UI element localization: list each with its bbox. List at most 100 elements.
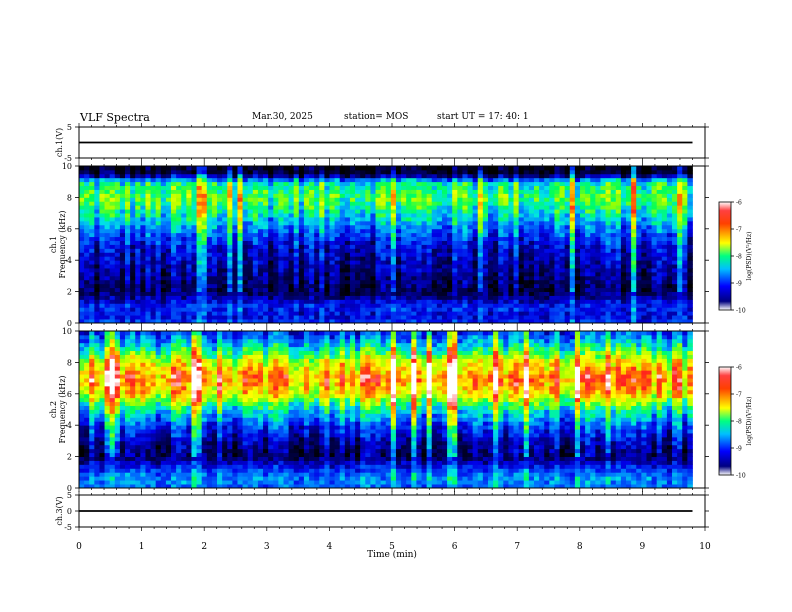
ch1-spectrogram-cell: [554, 256, 560, 261]
ch1-spectrogram-cell: [370, 291, 376, 296]
ch1-spectrogram-cell: [201, 291, 208, 296]
ch1-spectrogram-cell: [171, 169, 177, 175]
ch1-spectrogram-cell: [503, 271, 509, 277]
ch1-spectrogram-cell: [487, 264, 494, 269]
ch1-spectrogram-cell: [314, 228, 320, 234]
ch1-spectrogram-cell: [206, 240, 213, 245]
ch1-spectrogram-cell: [554, 248, 560, 253]
ch1-spectrogram-cell: [222, 283, 228, 289]
ch1-spectrogram-cell: [493, 299, 499, 304]
ch1-spectrogram-cell: [84, 315, 90, 320]
ch1-spectrogram-cell: [401, 173, 407, 179]
ch1-spectrogram-cell: [237, 279, 243, 285]
ch1-spectrogram-cell: [283, 228, 289, 234]
ch1-spectrogram-cell: [605, 240, 612, 245]
ch1-spectrogram-cell: [605, 213, 612, 218]
ch1-spectrogram-cell: [150, 256, 157, 261]
ch1-spectrogram-cell: [181, 287, 187, 293]
ch1-spectrogram-cell: [293, 295, 300, 300]
ch1-spectrogram-cell: [421, 307, 428, 312]
ch1-spectrogram-cell: [600, 197, 606, 202]
ch1-spectrogram-cell: [585, 201, 591, 206]
ch1-spectrogram-cell: [462, 319, 468, 324]
ch1-spectrogram-cell: [155, 189, 162, 194]
ch1-spectrogram-cell: [104, 205, 111, 210]
ch1-spectrogram-cell: [288, 260, 295, 265]
ch1-spectrogram-cell: [247, 252, 254, 257]
ch1-spectrogram-cell: [227, 205, 233, 210]
ch1-spectrogram-cell: [104, 181, 111, 187]
ch1-spectrogram-cell: [595, 228, 601, 234]
ch1-spectrogram-cell: [130, 236, 136, 241]
ch1-spectrogram-cell: [288, 232, 295, 238]
ch1-spectrogram-cell: [498, 217, 504, 222]
ch1-spectrogram-cell: [196, 169, 203, 175]
ch1-spectrogram-cell: [487, 189, 494, 194]
ch1-spectrogram-cell: [636, 189, 642, 194]
ch1-spectrogram-cell: [549, 220, 555, 226]
ch1-spectrogram-cell: [191, 315, 197, 320]
ch1-spectrogram-cell: [462, 271, 468, 277]
ch1-spectrogram-cell: [140, 181, 146, 187]
ch1-spectrogram-cell: [114, 173, 121, 179]
ch1-spectrogram-cell: [441, 201, 448, 206]
ch1-spectrogram-cell: [227, 319, 233, 324]
ch1-spectrogram-cell: [580, 177, 586, 183]
ch1-spectrogram-cell: [431, 205, 438, 210]
ch1-spectrogram-cell: [160, 264, 167, 269]
ch1-spectrogram-cell: [196, 205, 203, 210]
ch1-spectrogram-cell: [457, 248, 463, 253]
ch1-spectrogram-cell: [513, 260, 520, 265]
ch1-spectrogram-cell: [355, 189, 361, 194]
ch1-spectrogram-cell: [247, 193, 254, 198]
ch1-spectrogram-cell: [263, 224, 269, 230]
ch1-spectrogram-cell: [610, 260, 617, 265]
ch1-spectrogram-cell: [503, 228, 509, 234]
ch1-spectrogram-cell: [181, 236, 187, 241]
ch1-spectrogram-cell: [104, 193, 111, 198]
ch1-spectrogram-cell: [278, 307, 284, 312]
ch1-spectrogram-cell: [242, 189, 249, 194]
ch1-spectrogram-cell: [79, 303, 85, 308]
ch1-spectrogram-cell: [682, 319, 688, 324]
ch1-spectrogram-cell: [140, 283, 146, 289]
ch1-spectrogram-cell: [288, 295, 295, 300]
ch1-spectrogram-cell: [467, 189, 474, 194]
ch1-spectrogram-cell: [375, 264, 382, 269]
ch1-spectrogram-cell: [426, 240, 433, 245]
ch1-spectrogram-cell: [247, 181, 254, 187]
ch1-spectrogram-cell: [283, 209, 289, 214]
ch1-spectrogram-cell: [477, 319, 484, 324]
ch1-spectrogram-cell: [395, 240, 402, 245]
ch1-spectrogram-cell: [631, 224, 637, 230]
ch1-spectrogram-cell: [539, 217, 545, 222]
ch1-spectrogram-cell: [171, 283, 177, 289]
ch1-spectrogram-cell: [140, 268, 146, 273]
ch1-spectrogram-cell: [477, 268, 484, 273]
ch1-spectrogram-cell: [441, 228, 448, 234]
ch1-spectrogram-cell: [355, 220, 361, 226]
ch1-spectrogram-cell: [119, 209, 126, 214]
ch1-spectrogram-cell: [339, 271, 346, 277]
ch1-spectrogram-cell: [303, 236, 310, 241]
ch1-spectrogram-cell: [79, 205, 85, 210]
ch1-spectrogram-cell: [206, 201, 213, 206]
ch1-spectrogram-cell: [610, 244, 617, 249]
ch1-spectrogram-cell: [518, 213, 525, 218]
ch1-spectrogram-cell: [79, 315, 85, 320]
ch1-spectrogram-cell: [523, 295, 530, 300]
ch1-spectrogram-cell: [145, 260, 151, 265]
ch1-spectrogram-cell: [201, 201, 208, 206]
ch1-spectrogram-cell: [360, 185, 366, 190]
ch1-spectrogram-cell: [211, 205, 218, 210]
ch1-spectrogram-cell: [411, 169, 417, 175]
ch1-spectrogram-cell: [656, 197, 663, 202]
ch1-spectrogram-cell: [672, 166, 678, 171]
ch1-spectrogram-cell: [201, 268, 208, 273]
ch1-spectrogram-cell: [585, 287, 591, 293]
ch1-spectrogram-cell: [411, 209, 417, 214]
ch1-spectrogram-cell: [595, 240, 601, 245]
ch1-spectrogram-cell: [411, 244, 417, 249]
ch1-spectrogram-cell: [651, 319, 658, 324]
ch1-spectrogram-cell: [273, 236, 279, 241]
